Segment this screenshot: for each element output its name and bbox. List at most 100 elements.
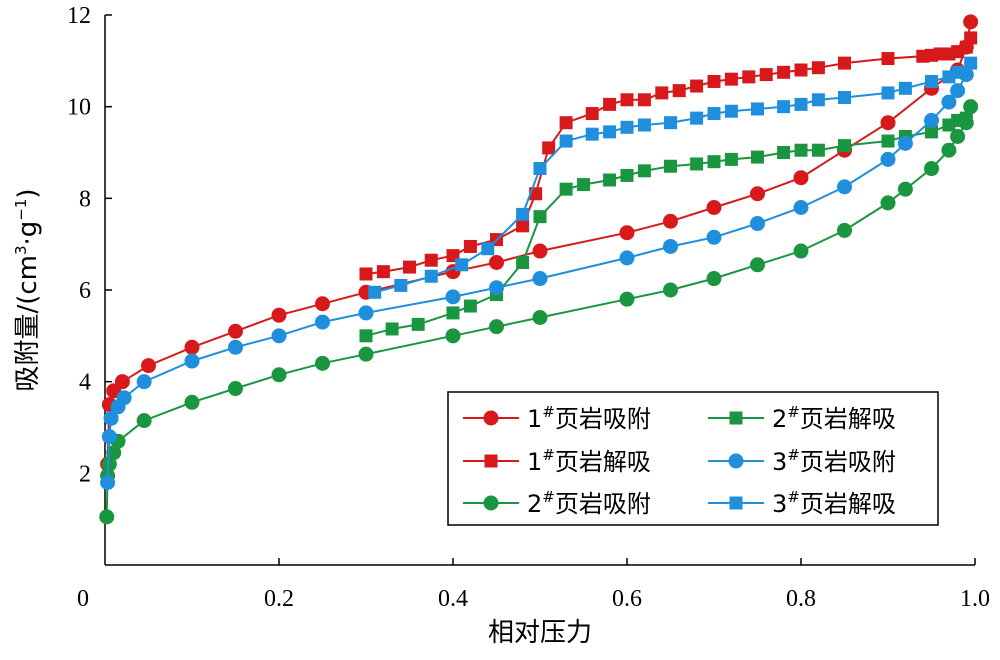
- series-6: [368, 56, 978, 299]
- data-point: [794, 97, 808, 111]
- data-point: [315, 296, 330, 312]
- data-point: [106, 445, 122, 461]
- data-point: [751, 150, 764, 164]
- data-point: [445, 289, 461, 305]
- data-point: [963, 99, 979, 115]
- data-point: [619, 291, 635, 307]
- data-point: [880, 195, 896, 211]
- data-point: [663, 238, 678, 254]
- data-point: [603, 173, 617, 187]
- data-point: [516, 207, 530, 221]
- data-point: [532, 243, 548, 259]
- data-point: [620, 93, 634, 107]
- data-point: [664, 116, 677, 130]
- data-point: [620, 168, 634, 182]
- data-point: [724, 152, 738, 166]
- data-point: [184, 339, 200, 355]
- y-tick-label: 12: [67, 3, 91, 29]
- data-point: [136, 374, 152, 390]
- data-point: [811, 93, 825, 107]
- data-point: [359, 267, 373, 281]
- data-point: [777, 100, 791, 114]
- data-point: [559, 116, 573, 130]
- data-point: [942, 118, 956, 132]
- data-point: [707, 107, 721, 121]
- data-point: [577, 178, 590, 192]
- data-point: [750, 257, 765, 273]
- data-point: [463, 239, 477, 253]
- series-3: [99, 99, 979, 525]
- data-point: [228, 381, 243, 397]
- data-point: [750, 216, 765, 232]
- data-point: [228, 339, 243, 355]
- data-point: [663, 213, 678, 229]
- data-point: [184, 353, 200, 369]
- data-point: [385, 322, 399, 336]
- data-point: [663, 282, 678, 298]
- data-point: [532, 310, 548, 325]
- legend-marker: [483, 410, 499, 426]
- data-point: [794, 63, 808, 77]
- y-tick-label: 4: [79, 370, 91, 396]
- data-point: [141, 358, 156, 374]
- data-point: [403, 260, 416, 274]
- data-point: [655, 86, 669, 100]
- data-point: [880, 151, 896, 167]
- data-point: [559, 182, 573, 196]
- data-point: [837, 222, 852, 238]
- data-point: [916, 49, 930, 63]
- legend-item: 3#页岩解吸: [708, 488, 896, 518]
- data-point: [489, 319, 504, 335]
- data-point: [880, 115, 896, 131]
- data-point: [942, 70, 956, 84]
- data-point: [707, 155, 721, 169]
- data-point: [793, 170, 809, 186]
- data-point: [881, 86, 895, 100]
- legend-marker: [484, 454, 498, 468]
- series-line: [365, 37, 972, 275]
- y-tick-label: 8: [79, 186, 91, 212]
- data-point: [100, 475, 116, 490]
- series-4: [359, 111, 973, 343]
- data-point: [424, 269, 438, 283]
- series-line: [365, 117, 967, 337]
- y-tick-label: 10: [67, 95, 91, 121]
- data-point: [924, 112, 939, 128]
- data-point: [424, 253, 438, 267]
- data-point: [603, 125, 617, 139]
- x-axis-title: 相对压力: [488, 618, 592, 648]
- data-point: [690, 111, 704, 125]
- data-point: [585, 107, 599, 121]
- data-point: [533, 162, 547, 176]
- data-point: [897, 135, 913, 151]
- data-point: [941, 142, 957, 158]
- data-point: [101, 429, 117, 445]
- y-tick-label: 2: [79, 461, 91, 487]
- data-point: [750, 186, 765, 202]
- data-point: [559, 134, 573, 148]
- data-point: [777, 146, 791, 159]
- data-point: [315, 355, 330, 371]
- legend-item: 1#页岩吸附: [463, 403, 651, 433]
- data-point: [925, 125, 938, 139]
- data-point: [368, 285, 382, 299]
- data-point: [271, 367, 287, 383]
- data-point: [664, 159, 677, 173]
- data-point: [690, 79, 704, 93]
- legend-label: 1#页岩解吸: [527, 446, 651, 476]
- data-point: [672, 84, 686, 98]
- data-point: [837, 179, 852, 195]
- x-tick-label: 0.8: [786, 586, 816, 612]
- legend-label: 2#页岩吸附: [527, 488, 651, 518]
- data-point: [103, 410, 119, 426]
- data-point: [637, 93, 651, 107]
- legend: 1#页岩吸附 1#页岩解吸 2#页岩吸附 2#页岩解吸 3#页岩吸附 3#页岩解吸: [447, 391, 939, 526]
- x-tick-label: 0.2: [264, 586, 294, 612]
- data-point: [925, 74, 938, 88]
- data-point: [963, 14, 979, 30]
- data-point: [898, 81, 912, 95]
- data-point: [411, 317, 425, 331]
- series-line: [374, 62, 972, 294]
- data-point: [532, 271, 548, 287]
- data-point: [542, 141, 556, 155]
